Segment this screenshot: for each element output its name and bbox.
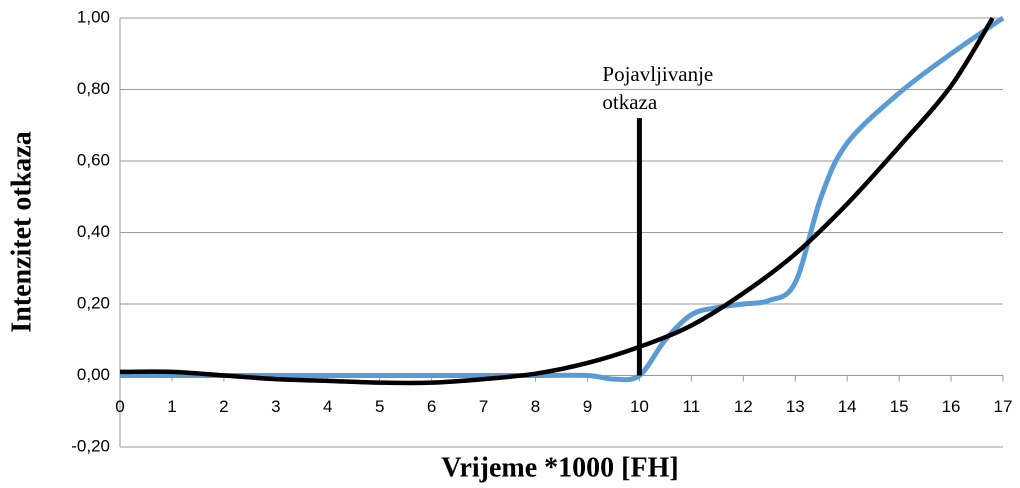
x-tick-label: 9	[583, 397, 592, 416]
x-tick-label: 3	[271, 397, 280, 416]
x-tick-label: 8	[531, 397, 540, 416]
y-tick-label: 0,20	[77, 293, 110, 312]
x-tick-label: 7	[479, 397, 488, 416]
x-tick-label: 0	[115, 397, 124, 416]
annotation-text: Pojavljivanje	[602, 62, 713, 86]
x-tick-label: 4	[323, 397, 332, 416]
x-tick-label: 5	[375, 397, 384, 416]
series-line	[119, 16, 995, 386]
x-tick-label: 6	[427, 397, 436, 416]
annotation-text: otkaza	[602, 90, 657, 114]
y-tick-label: -0,20	[71, 436, 110, 455]
y-tick-label: 1,00	[77, 7, 110, 26]
x-tick-label: 11	[683, 397, 701, 416]
x-tick-label: 2	[219, 397, 228, 416]
y-tick-label: 0,60	[77, 150, 110, 169]
y-tick-label: 0,00	[77, 365, 110, 384]
x-tick-label: 1	[167, 397, 176, 416]
y-axis-title: Intenzitet otkaza	[6, 131, 37, 332]
x-tick-label: 12	[734, 397, 753, 416]
y-tick-label: 0,80	[77, 79, 110, 98]
x-tick-label: 13	[786, 397, 805, 416]
x-tick-label: 14	[838, 397, 857, 416]
x-tick-label: 15	[890, 397, 909, 416]
x-axis-title: Vrijeme *1000 [FH]	[441, 452, 678, 483]
series-line	[120, 15, 1005, 383]
x-tick-label: 16	[942, 397, 961, 416]
x-tick-label: 17	[994, 397, 1013, 416]
y-tick-label: 0,40	[77, 222, 110, 241]
x-tick-label: 10	[630, 397, 649, 416]
